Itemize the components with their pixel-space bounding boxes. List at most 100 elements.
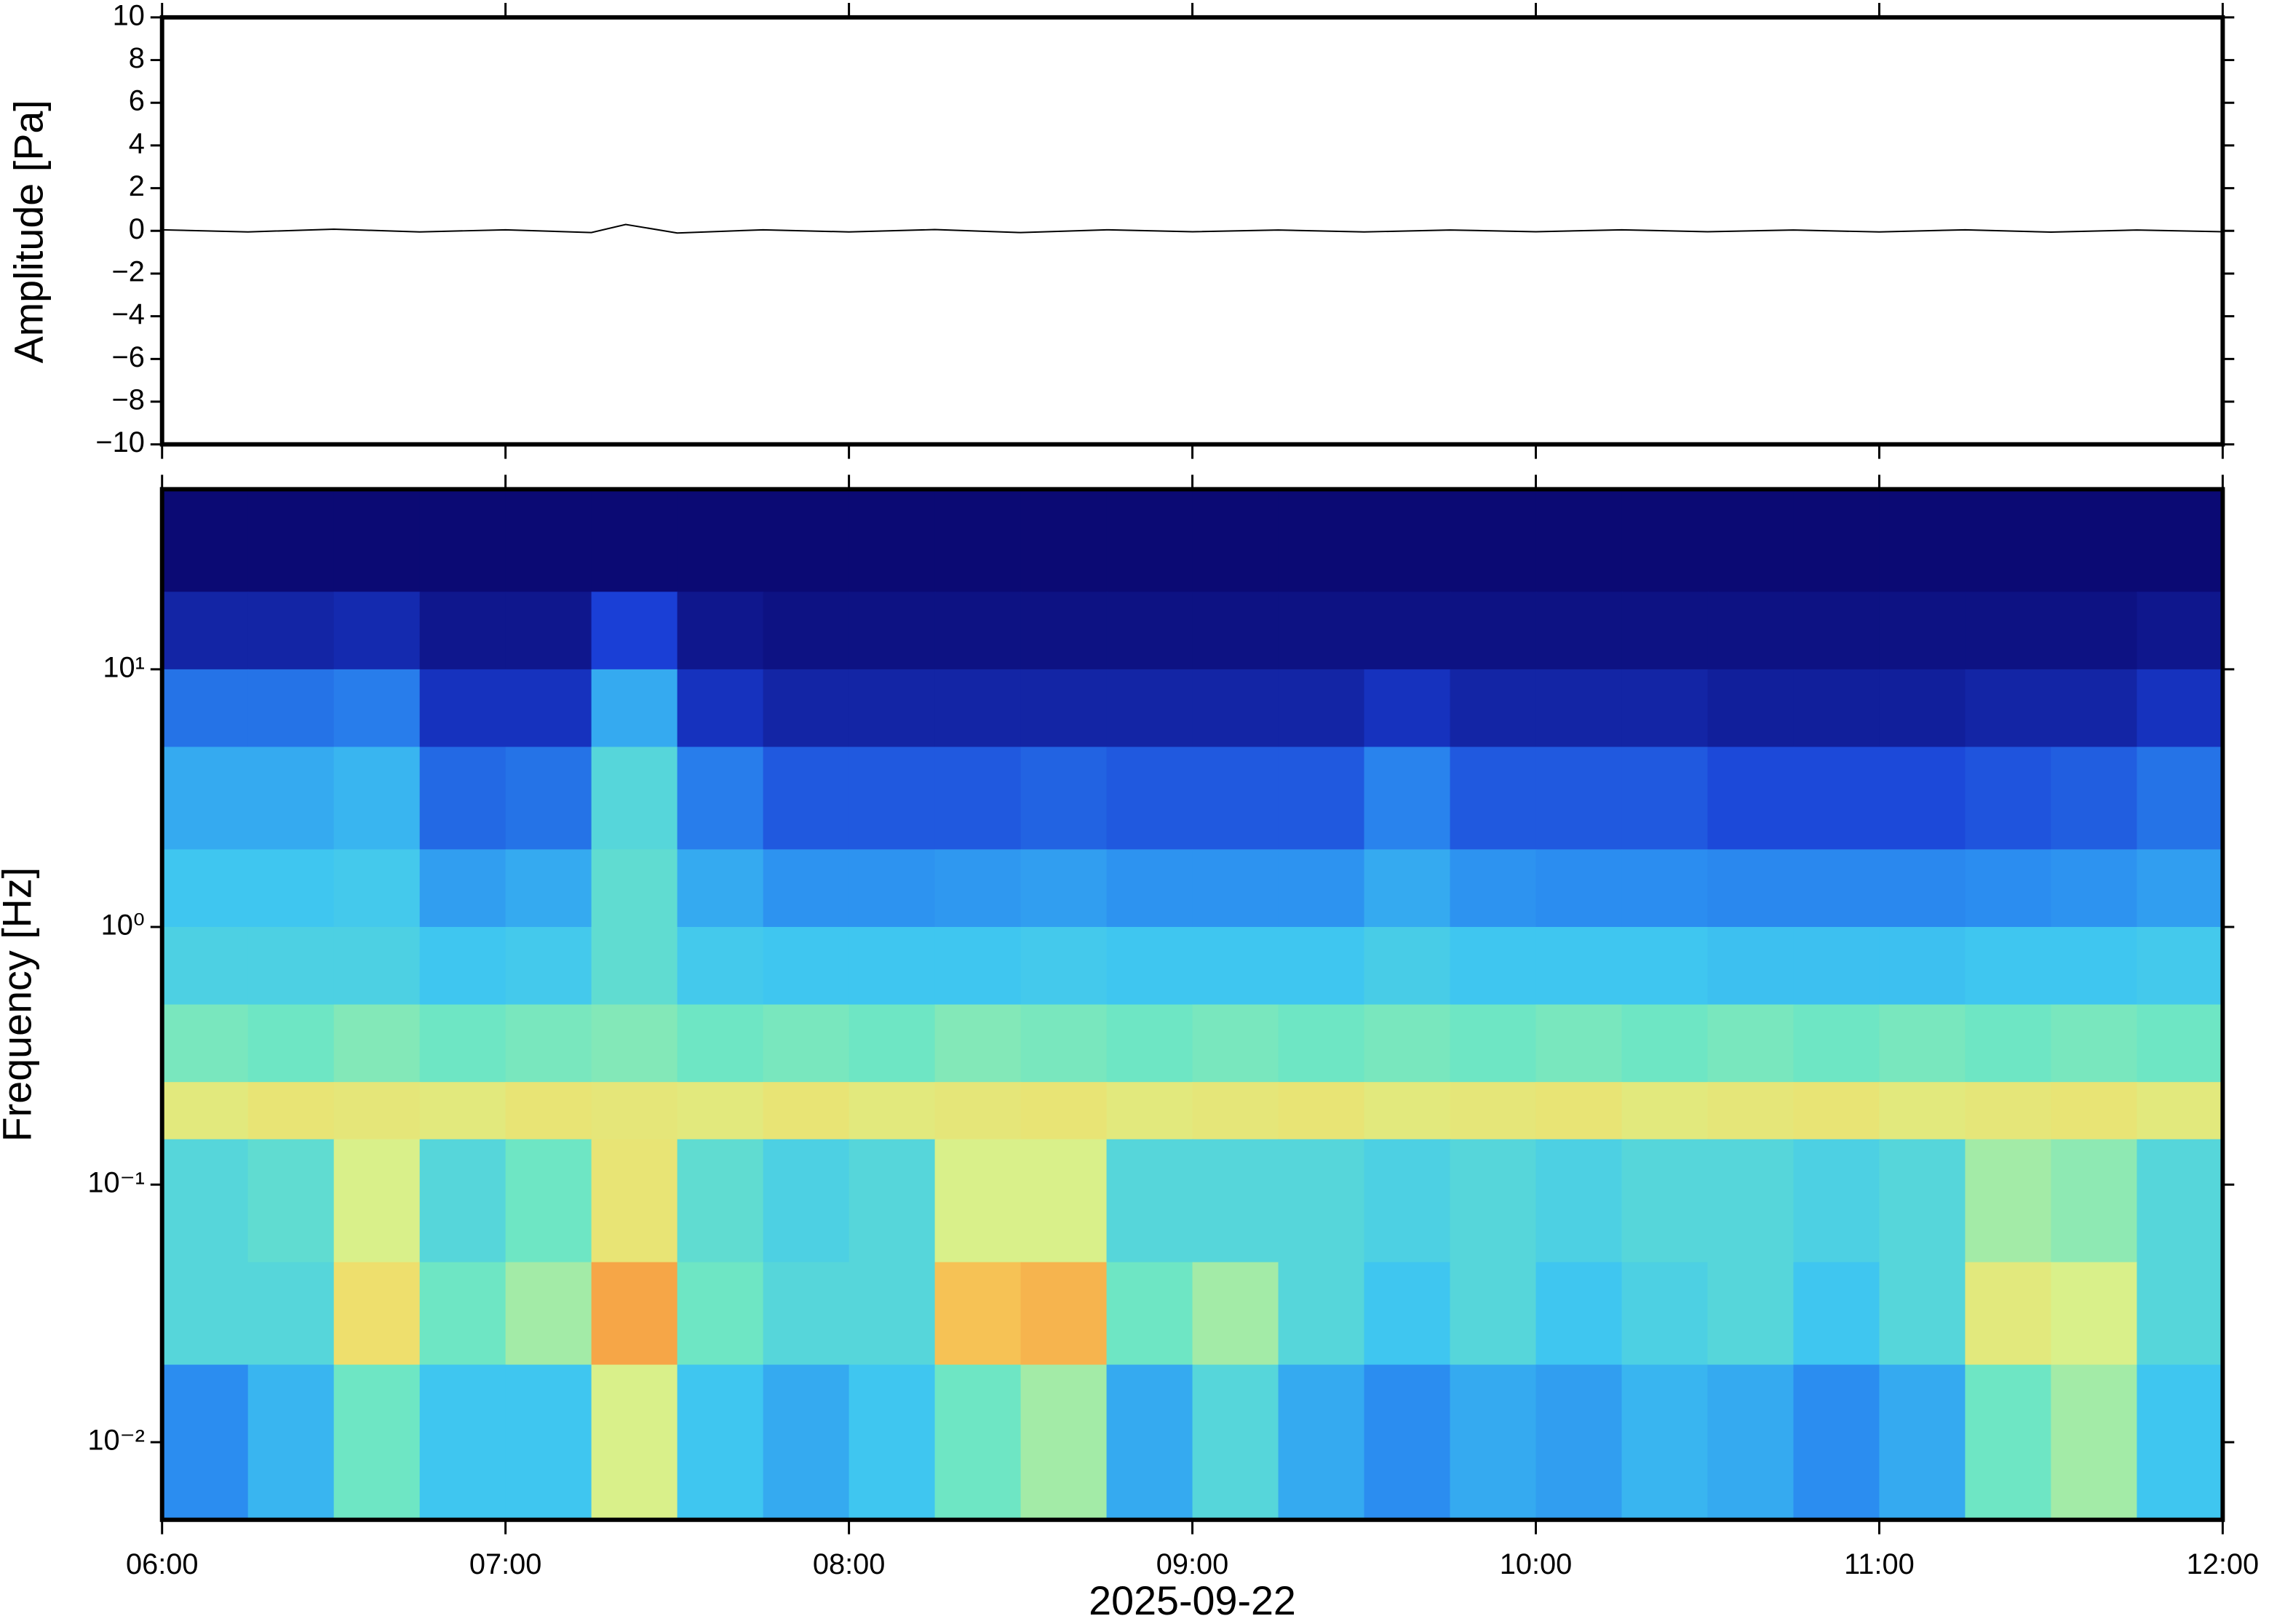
heatmap-cell bbox=[1535, 747, 1623, 851]
heatmap-cell bbox=[1364, 1082, 1451, 1140]
heatmap-cell bbox=[1793, 1364, 1880, 1521]
heatmap-cell bbox=[763, 1004, 850, 1083]
heatmap-cell bbox=[247, 1004, 335, 1083]
heatmap-cell bbox=[1450, 1139, 1537, 1263]
heatmap-cell bbox=[333, 1262, 421, 1366]
heatmap-cell bbox=[1535, 669, 1623, 748]
heatmap-cell bbox=[1364, 1004, 1451, 1083]
heatmap-cell bbox=[1450, 849, 1537, 928]
heatmap-cell bbox=[1707, 1004, 1795, 1083]
heatmap-cell bbox=[505, 669, 592, 748]
heatmap-cell bbox=[162, 849, 249, 928]
heatmap-cell bbox=[2137, 849, 2224, 928]
heatmap-cell bbox=[419, 1139, 506, 1263]
y-tick-label: 10⁻² bbox=[87, 1425, 144, 1457]
x-tick-label: 12:00 bbox=[2187, 1548, 2259, 1580]
heatmap-cell bbox=[1106, 926, 1193, 1006]
heatmap-cell bbox=[1106, 1004, 1193, 1083]
heatmap-cell bbox=[1278, 926, 1365, 1006]
heatmap-cell bbox=[333, 1004, 421, 1083]
heatmap-cell bbox=[591, 489, 678, 593]
heatmap-cell bbox=[333, 1082, 421, 1140]
heatmap-cell bbox=[2137, 926, 2224, 1006]
heatmap-cell bbox=[1192, 1004, 1279, 1083]
heatmap-cell bbox=[2137, 1262, 2224, 1366]
heatmap-cell bbox=[1707, 1364, 1795, 1521]
heatmap-cell bbox=[1621, 747, 1709, 851]
heatmap-cell bbox=[1965, 926, 2052, 1006]
heatmap-cell bbox=[1793, 926, 1880, 1006]
heatmap-cell bbox=[1965, 592, 2052, 670]
heatmap-cell bbox=[677, 747, 764, 851]
heatmap-cell bbox=[333, 1139, 421, 1263]
heatmap-cell bbox=[1364, 669, 1451, 748]
heatmap-cell bbox=[1707, 1262, 1795, 1366]
heatmap-cell bbox=[591, 1004, 678, 1083]
heatmap-cell bbox=[1707, 849, 1795, 928]
heatmap-cell bbox=[1364, 849, 1451, 928]
heatmap-cell bbox=[677, 489, 764, 593]
heatmap-cell bbox=[1793, 489, 1880, 593]
heatmap-cell bbox=[1020, 1082, 1108, 1140]
heatmap-cell bbox=[2137, 489, 2224, 593]
heatmap-cell bbox=[1793, 669, 1880, 748]
heatmap-cell bbox=[1707, 1139, 1795, 1263]
heatmap-cell bbox=[162, 489, 249, 593]
heatmap-cell bbox=[677, 1262, 764, 1366]
heatmap-cell bbox=[162, 926, 249, 1006]
heatmap-cell bbox=[419, 1364, 506, 1521]
heatmap-cell bbox=[1707, 1082, 1795, 1140]
heatmap-cell bbox=[247, 489, 335, 593]
heatmap-cell bbox=[1535, 1082, 1623, 1140]
heatmap-cell bbox=[1879, 926, 1966, 1006]
x-tick-label: 11:00 bbox=[1844, 1548, 1915, 1580]
y-tick-label: 6 bbox=[129, 85, 145, 117]
heatmap-cell bbox=[677, 592, 764, 670]
heatmap-cell bbox=[677, 849, 764, 928]
y-tick-label: 10⁻¹ bbox=[87, 1167, 144, 1199]
heatmap-cell bbox=[1278, 1139, 1365, 1263]
heatmap-cell bbox=[849, 489, 936, 593]
x-tick-label: 09:00 bbox=[1156, 1548, 1228, 1580]
x-tick-label: 10:00 bbox=[1500, 1548, 1572, 1580]
heatmap-cell bbox=[1965, 1262, 2052, 1366]
heatmap-cell bbox=[419, 1004, 506, 1083]
heatmap-cell bbox=[2137, 1082, 2224, 1140]
heatmap-cell bbox=[162, 1139, 249, 1263]
x-tick-label: 08:00 bbox=[813, 1548, 885, 1580]
heatmap-cell bbox=[677, 1082, 764, 1140]
heatmap-cell bbox=[1879, 1139, 1966, 1263]
heatmap-cell bbox=[1879, 1004, 1966, 1083]
heatmap-cell bbox=[1965, 1364, 2052, 1521]
heatmap-cell bbox=[1106, 747, 1193, 851]
heatmap-cell bbox=[247, 1139, 335, 1263]
heatmap-cell bbox=[1106, 669, 1193, 748]
heatmap-cell bbox=[1450, 1082, 1537, 1140]
heatmap-cell bbox=[934, 592, 1022, 670]
heatmap-cell bbox=[333, 926, 421, 1006]
heatmap-cell bbox=[2051, 592, 2138, 670]
y-tick-label: 8 bbox=[129, 42, 145, 74]
heatmap-cell bbox=[1621, 1004, 1709, 1083]
heatmap-cell bbox=[162, 747, 249, 851]
heatmap-cell bbox=[2051, 669, 2138, 748]
heatmap-cell bbox=[1965, 747, 2052, 851]
x-axis-label: 2025-09-22 bbox=[1089, 1578, 1296, 1623]
heatmap-cell bbox=[763, 926, 850, 1006]
heatmap-cell bbox=[162, 1004, 249, 1083]
heatmap-cell bbox=[1621, 1139, 1709, 1263]
heatmap-cell bbox=[1192, 1364, 1279, 1521]
heatmap-cell bbox=[1020, 669, 1108, 748]
y-tick-label: −6 bbox=[112, 341, 145, 373]
heatmap-cell bbox=[505, 1082, 592, 1140]
heatmap-cell bbox=[763, 1139, 850, 1263]
heatmap-cell bbox=[1793, 1139, 1880, 1263]
heatmap-cell bbox=[677, 1139, 764, 1263]
heatmap-cell bbox=[591, 849, 678, 928]
heatmap-cell bbox=[934, 1364, 1022, 1521]
heatmap-cell bbox=[1793, 592, 1880, 670]
heatmap-cell bbox=[1106, 489, 1193, 593]
heatmap-cell bbox=[505, 849, 592, 928]
y-tick-label: 2 bbox=[129, 170, 145, 202]
